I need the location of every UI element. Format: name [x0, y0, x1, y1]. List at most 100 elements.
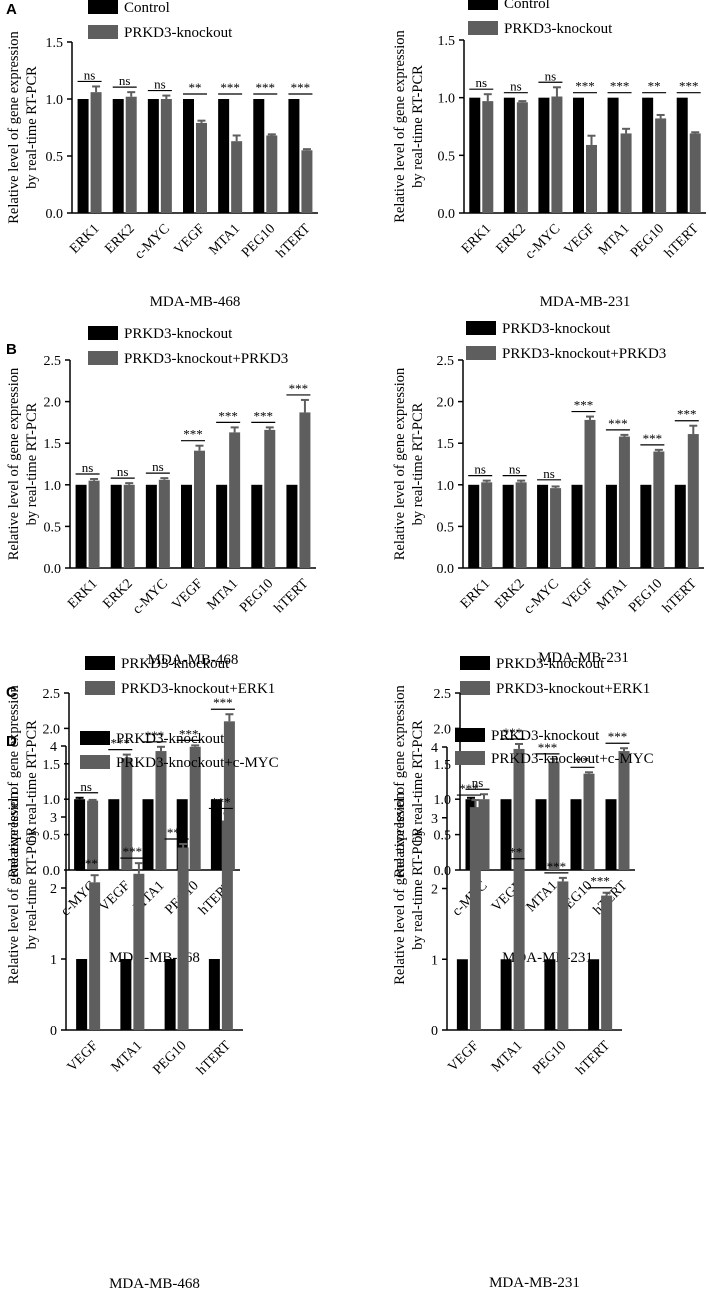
legend-label: PRKD3-knockout+ERK1 — [121, 681, 275, 697]
y-tick-label: 1.0 — [43, 793, 61, 808]
x-tick-label: PEG10 — [626, 576, 665, 615]
y-tick-label: 1.5 — [44, 437, 62, 452]
legend-swatch — [85, 656, 115, 670]
bar — [147, 99, 159, 213]
significance-label: *** — [590, 874, 610, 889]
bar — [674, 484, 686, 568]
bar — [469, 807, 481, 1030]
x-tick-label: MTA1 — [596, 221, 633, 258]
significance-label: ns — [509, 462, 521, 477]
x-tick-label: PEG10 — [239, 221, 278, 260]
y-tick-label: 0.5 — [44, 520, 62, 535]
y-tick-label: 1.5 — [434, 758, 452, 773]
y-tick-label: 2.5 — [437, 354, 455, 369]
significance-label: ns — [543, 466, 555, 481]
legend-swatch — [455, 728, 485, 742]
y-axis-label: Relative level of gene expression — [6, 791, 22, 984]
y-tick-label: 1.5 — [437, 437, 455, 452]
bar — [177, 847, 189, 1030]
chart-3: B PRKD3-knockout PRKD3-knockout+PRKD3 Relat… — [6, 326, 316, 668]
bar — [537, 484, 549, 568]
y-tick-label: 0.0 — [437, 562, 455, 577]
legend-label: PRKD3-knockout+ERK1 — [496, 681, 650, 697]
panel-letter-C: C — [6, 684, 17, 701]
panel-letter-B: B — [6, 341, 17, 358]
y-tick-label: 4 — [431, 741, 438, 756]
x-tick-label: MTA1 — [524, 878, 561, 915]
chart-8: PRKD3-knockout PRKD3-knockout+c-MYC Relati… — [392, 728, 654, 1291]
y-tick-label: 0.5 — [437, 520, 455, 535]
significance-label: ns — [117, 464, 129, 479]
bar — [607, 97, 619, 213]
legend-label: PRKD3-knockout — [496, 656, 605, 672]
bar — [142, 799, 154, 870]
bar — [145, 484, 157, 568]
bar — [196, 122, 207, 213]
x-tick-label: c-MYC — [523, 221, 564, 262]
significance-label: *** — [289, 381, 309, 396]
significance-label: *** — [608, 416, 628, 431]
y-tick-label: 1.0 — [434, 793, 452, 808]
bar — [469, 97, 481, 213]
x-tick-label: hTERT — [573, 1038, 613, 1078]
significance-label: *** — [575, 79, 595, 94]
x-tick-label: VEGF — [97, 878, 134, 915]
x-tick-label: c-MYC — [521, 576, 562, 617]
panel-letter-A: A — [6, 1, 17, 18]
significance-label: *** — [610, 79, 630, 94]
y-tick-label: 2.5 — [44, 354, 62, 369]
chart-1: A Control PRKD3-knockout Relative level of … — [6, 0, 318, 310]
legend-label: PRKD3-knockout — [124, 326, 233, 342]
legend-swatch — [460, 656, 490, 670]
y-axis-label: by real-time RT-PCR — [24, 826, 40, 949]
y-axis-label: by real-time RT-PCR — [410, 65, 426, 188]
y-tick-label: 0 — [431, 1024, 438, 1039]
significance-label: *** — [503, 845, 523, 860]
y-tick-label: 1.5 — [43, 758, 61, 773]
significance-label: *** — [111, 736, 131, 751]
bar — [515, 482, 527, 568]
y-tick-label: 1.5 — [46, 36, 64, 51]
chart-title: MDA-MB-468 — [109, 950, 200, 966]
legend-label: PRKD3-knockout+c-MYC — [116, 755, 279, 771]
chart-title: MDA-MB-231 — [538, 650, 629, 666]
bar — [571, 484, 583, 568]
y-axis-label: by real-time RT-PCR — [410, 827, 426, 950]
bar — [618, 436, 630, 568]
x-tick-label: hTERT — [194, 1038, 234, 1078]
y-tick-label: 3 — [431, 812, 438, 827]
bar — [176, 799, 188, 870]
bar — [231, 141, 243, 213]
bar — [223, 721, 235, 870]
significance-label: ns — [119, 73, 131, 88]
legend-label: Control — [504, 0, 550, 12]
significance-label: ns — [545, 68, 557, 83]
y-tick-label: 4 — [50, 740, 57, 755]
bar — [687, 434, 699, 568]
bar — [503, 97, 515, 213]
x-tick-label: MTA1 — [489, 1038, 526, 1075]
significance-label: *** — [213, 695, 233, 710]
x-tick-label: VEGF — [172, 221, 209, 258]
significance-label: *** — [123, 844, 143, 859]
bar — [513, 748, 525, 870]
y-axis-label: by real-time RT-PCR — [24, 66, 40, 189]
y-tick-label: 0 — [50, 1024, 57, 1039]
legend-label: PRKD3-knockout — [121, 656, 230, 672]
legend-label: PRKD3-knockout — [124, 25, 233, 41]
x-tick-label: VEGF — [560, 576, 597, 613]
bar — [676, 97, 688, 213]
bar — [110, 484, 122, 568]
bar — [653, 451, 665, 568]
y-tick-label: 2.0 — [437, 396, 455, 411]
y-axis-label: Relative level of gene expression — [392, 367, 408, 560]
bar — [264, 429, 276, 568]
bar — [601, 895, 613, 1030]
bar — [90, 92, 102, 213]
y-tick-label: 1.5 — [438, 34, 456, 49]
significance-label: ** — [576, 753, 589, 768]
x-tick-label: MTA1 — [594, 576, 631, 613]
legend-swatch — [460, 681, 490, 695]
y-tick-label: 1.0 — [437, 479, 455, 494]
bar — [655, 118, 667, 213]
